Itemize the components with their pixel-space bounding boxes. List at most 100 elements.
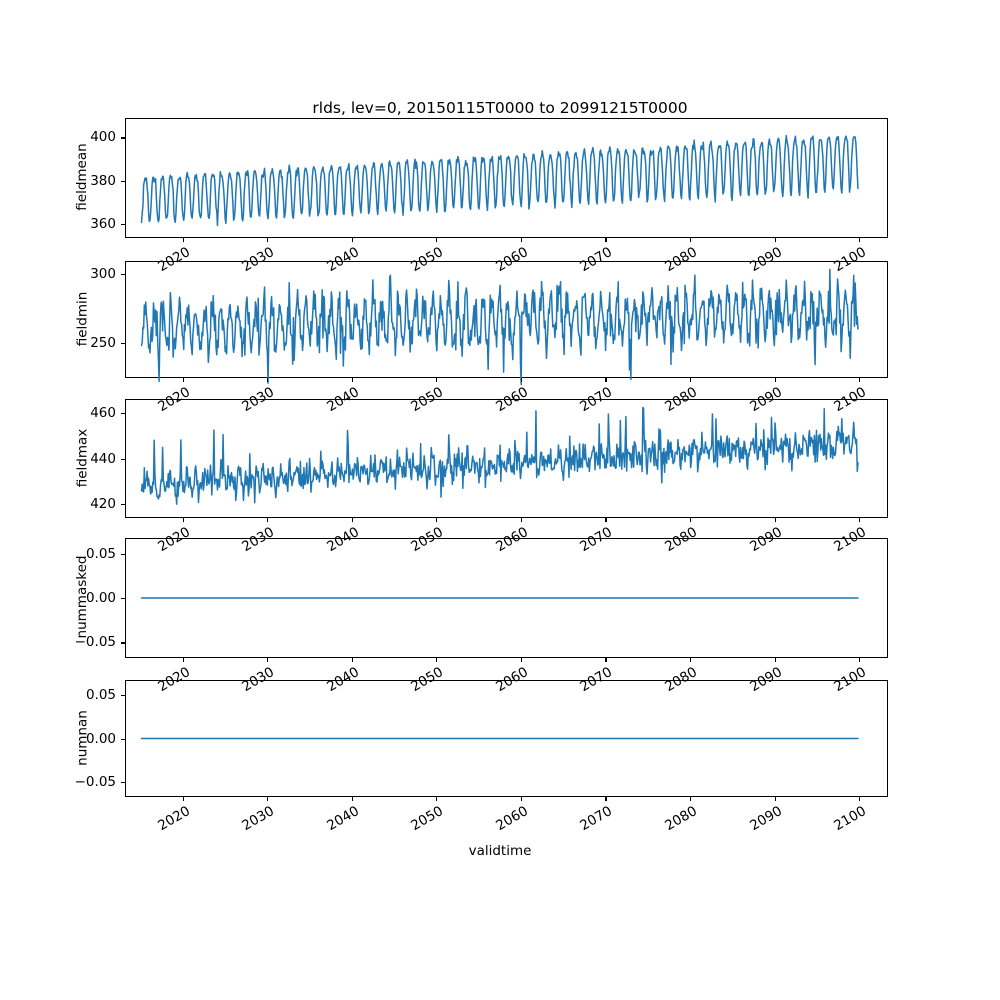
series-fieldmin [140, 268, 859, 386]
x-tick-mark [351, 238, 353, 242]
x-tick-label: 2040 [323, 803, 362, 835]
y-tick-mark [121, 180, 125, 182]
x-tick-mark [267, 518, 269, 522]
x-tick-label: 2060 [493, 803, 531, 835]
x-tick-mark [690, 518, 692, 522]
y-tick-label: 460 [90, 404, 116, 421]
x-tick-mark [859, 518, 861, 522]
x-tick-label: 2020 [154, 803, 193, 835]
x-tick-mark [690, 238, 692, 242]
y-tick-label: 250 [90, 335, 116, 352]
y-tick-mark [121, 553, 125, 555]
x-tick-mark [774, 378, 776, 382]
x-tick-mark [605, 238, 607, 242]
subplot-fieldmin [125, 261, 888, 386]
x-tick-mark [859, 378, 861, 382]
y-tick-mark [121, 343, 125, 345]
x-tick-mark [774, 238, 776, 242]
x-tick-mark [774, 658, 776, 662]
y-tick-mark [121, 504, 125, 506]
y-tick-label: 0.05 [85, 687, 116, 704]
x-tick-mark [351, 658, 353, 662]
y-axis-label-fieldmean: fieldmean [74, 143, 90, 211]
x-tick-mark [605, 518, 607, 522]
x-tick-mark [436, 518, 438, 522]
x-tick-mark [182, 797, 184, 801]
x-tick-mark [859, 238, 861, 242]
y-tick-label: 300 [90, 265, 116, 282]
subplot-fieldmax [125, 399, 888, 518]
subplot-numnan [125, 680, 888, 797]
x-tick-mark [436, 658, 438, 662]
y-tick-mark [121, 412, 125, 414]
x-tick-mark [859, 658, 861, 662]
x-tick-mark [267, 378, 269, 382]
y-tick-label: −0.05 [74, 773, 116, 790]
x-tick-mark [520, 518, 522, 522]
y-tick-label: 400 [90, 129, 116, 146]
x-tick-mark [520, 378, 522, 382]
subplot-nummasked [125, 538, 888, 658]
y-tick-label: 440 [90, 450, 116, 467]
x-tick-mark [351, 797, 353, 801]
x-tick-mark [436, 238, 438, 242]
y-tick-label: 0.00 [85, 590, 116, 606]
y-tick-mark [121, 273, 125, 275]
x-tick-mark [774, 518, 776, 522]
x-tick-mark [605, 378, 607, 382]
y-tick-mark [121, 695, 125, 697]
series-nummasked [140, 597, 859, 599]
x-tick-mark [520, 797, 522, 801]
data-line [140, 406, 859, 505]
y-tick-mark [121, 738, 125, 740]
series-fieldmax [140, 406, 859, 505]
y-tick-mark [121, 223, 125, 226]
y-tick-mark [121, 598, 125, 600]
data-line [140, 268, 859, 386]
figure-title: rlds, lev=0, 20150115T0000 to 20991215T0… [312, 99, 688, 117]
x-tick-mark [859, 797, 861, 801]
x-axis-label: validtime [468, 843, 532, 859]
x-tick-mark [267, 658, 269, 662]
x-tick-label: 2070 [577, 803, 616, 835]
x-tick-mark [267, 797, 269, 801]
x-tick-mark [605, 658, 607, 662]
x-tick-mark [520, 238, 522, 242]
x-tick-mark [690, 658, 692, 662]
x-tick-label: 2100 [831, 803, 870, 835]
x-tick-mark [182, 378, 184, 382]
y-tick-label: 380 [90, 172, 116, 189]
x-tick-mark [182, 518, 184, 522]
y-axis-label-fieldmin: fieldmin [74, 291, 90, 346]
y-tick-mark [121, 137, 125, 139]
y-tick-mark [121, 781, 125, 783]
x-tick-mark [520, 658, 522, 662]
x-tick-label: 2090 [746, 803, 785, 835]
x-tick-mark [351, 518, 353, 522]
x-tick-mark [182, 238, 184, 242]
y-tick-mark [121, 458, 125, 460]
y-axis-label-fieldmax: fieldmax [74, 428, 90, 487]
subplot-fieldmean [125, 118, 888, 238]
x-tick-mark [182, 658, 184, 662]
y-tick-label: 0.00 [85, 730, 116, 747]
y-tick-label: 0.05 [85, 545, 116, 562]
x-tick-mark [436, 797, 438, 801]
x-tick-mark [774, 797, 776, 801]
y-tick-label: 360 [90, 215, 116, 232]
x-tick-label: 2080 [662, 803, 701, 835]
x-tick-mark [605, 797, 607, 801]
x-tick-mark [690, 378, 692, 382]
data-line [140, 134, 859, 227]
y-tick-label: −0.05 [74, 634, 116, 651]
x-tick-label: 2030 [239, 803, 278, 835]
series-fieldmean [140, 134, 859, 227]
x-tick-mark [267, 238, 269, 242]
y-tick-mark [121, 642, 125, 644]
x-tick-label: 2050 [408, 803, 447, 835]
x-tick-mark [690, 797, 692, 801]
x-tick-mark [351, 378, 353, 382]
series-numnan [140, 737, 859, 740]
x-tick-mark [436, 378, 438, 382]
